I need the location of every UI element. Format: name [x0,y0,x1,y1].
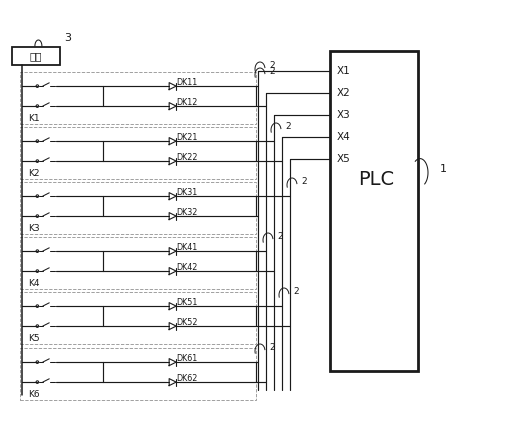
Text: DK11: DK11 [176,77,197,87]
Text: 2: 2 [300,176,306,186]
Text: DK42: DK42 [176,263,197,272]
Bar [12,47,60,65]
Text: DK61: DK61 [176,354,197,363]
Text: DK52: DK52 [176,318,197,327]
Bar [20,127,256,179]
Text: DK62: DK62 [176,374,197,382]
Bar [20,348,256,400]
Bar [329,51,417,371]
Text: K5: K5 [28,333,40,343]
Text: K1: K1 [28,113,40,123]
Text: X5: X5 [336,154,350,164]
Text: 2: 2 [276,231,282,241]
Text: 2: 2 [268,66,274,75]
Bar [20,292,256,344]
Text: 3: 3 [64,33,71,43]
Text: X1: X1 [336,66,350,76]
Bar [20,72,256,124]
Text: 2: 2 [285,121,290,131]
Text: K2: K2 [28,168,39,178]
Bar [20,182,256,234]
Text: 1: 1 [439,164,446,173]
Text: 2: 2 [268,60,274,69]
Text: K6: K6 [28,390,40,398]
Text: DK12: DK12 [176,98,197,107]
Text: DK51: DK51 [176,298,197,307]
Text: 2: 2 [268,343,274,352]
Text: PLC: PLC [357,170,393,189]
Text: DK21: DK21 [176,133,197,142]
Bar [20,237,256,289]
Text: X3: X3 [336,110,350,120]
Text: 2: 2 [293,286,298,296]
Text: 电源: 电源 [30,51,42,61]
Text: DK32: DK32 [176,208,197,217]
Text: X2: X2 [336,88,350,98]
Text: DK22: DK22 [176,153,197,162]
Text: DK41: DK41 [176,243,197,252]
Text: K4: K4 [28,278,39,288]
Text: DK31: DK31 [176,188,197,197]
Text: X4: X4 [336,132,350,142]
Text: K3: K3 [28,223,40,233]
